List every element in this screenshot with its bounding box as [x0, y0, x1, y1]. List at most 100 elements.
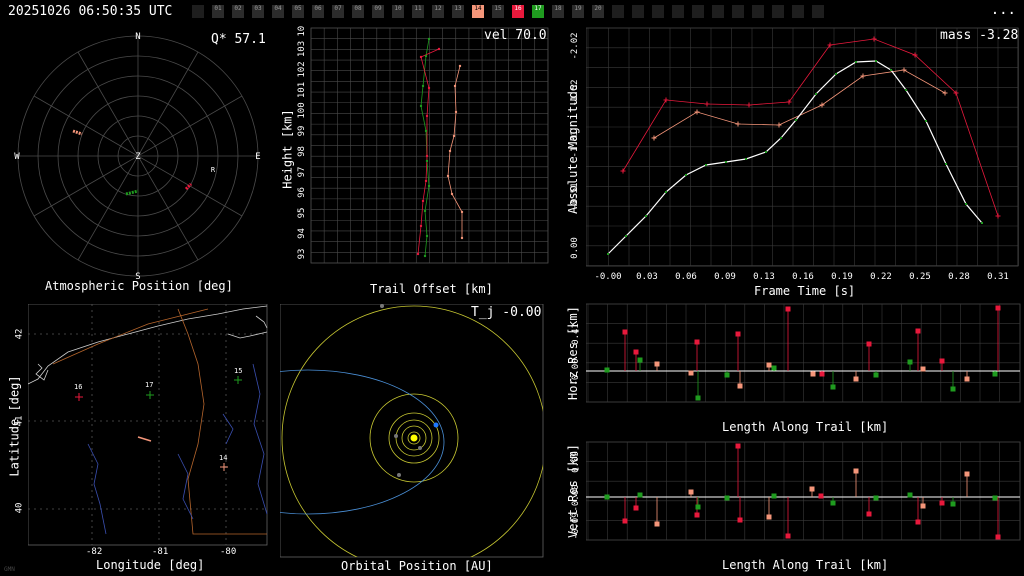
velocity-readout: vel 70.0 — [484, 28, 547, 43]
station-label-17: 17 — [145, 381, 153, 389]
residual-point — [853, 468, 859, 474]
residual-point — [939, 500, 945, 506]
station-markers — [75, 376, 242, 471]
height-offset-plot[interactable]: -9.0-6.0-3.00.03.06.09.0 939495969798991… — [290, 26, 552, 270]
mag-xtick: -0.00 — [594, 272, 621, 282]
map-ytick-2: 40 — [14, 502, 25, 514]
residual-point — [873, 495, 879, 501]
station-indicator-12[interactable]: 12 — [432, 5, 444, 18]
residual-point — [694, 339, 700, 345]
tisserand-readout: T_j -0.00 — [471, 305, 542, 320]
ground-map[interactable]: 16 17 15 14 — [28, 304, 268, 546]
height-ytick: 100 — [297, 102, 307, 118]
residual-point — [724, 372, 730, 378]
station-indicator-03[interactable]: 03 — [252, 5, 264, 18]
residual-point — [920, 503, 926, 509]
height-ytick: 96 — [297, 187, 307, 198]
station-indicator-slot-28[interactable] — [752, 5, 764, 18]
residual-point — [866, 341, 872, 347]
station-label-15: 15 — [234, 367, 242, 375]
station-indicator-14[interactable]: 14 — [472, 5, 484, 18]
residual-point — [830, 500, 836, 506]
mag-xtick: 0.09 — [714, 272, 736, 282]
station-indicator-04[interactable]: 04 — [272, 5, 284, 18]
residual-point — [853, 376, 859, 382]
station-indicator-19[interactable]: 19 — [572, 5, 584, 18]
residual-point — [735, 331, 741, 337]
residual-point — [766, 514, 772, 520]
residual-point — [920, 366, 926, 372]
mag-track-station-14 — [653, 69, 946, 139]
height-ytick: 93 — [297, 249, 307, 260]
rivers-blue — [87, 363, 268, 535]
station-indicator-10[interactable]: 10 — [392, 5, 404, 18]
residual-point — [810, 371, 816, 377]
mag-ytick: 0.00 — [570, 237, 580, 259]
residual-point — [622, 329, 628, 335]
station-indicator-11[interactable]: 11 — [412, 5, 424, 18]
residual-point — [830, 384, 836, 390]
station-indicator-slot-21[interactable] — [612, 5, 624, 18]
station-indicator-slot-0[interactable] — [192, 5, 204, 18]
residual-point — [654, 521, 660, 527]
track-station-14 — [72, 129, 83, 136]
station-indicator-16[interactable]: 16 — [512, 5, 524, 18]
station-indicator-slot-25[interactable] — [692, 5, 704, 18]
mag-xtick: 0.28 — [948, 272, 970, 282]
residual-point — [724, 495, 730, 501]
station-indicator-slot-22[interactable] — [632, 5, 644, 18]
station-label-16: 16 — [74, 383, 82, 391]
station-indicator-05[interactable]: 05 — [292, 5, 304, 18]
orbit-jupiter — [369, 393, 459, 483]
vert-ytick: -0.09 — [571, 512, 581, 539]
station-indicator-08[interactable]: 08 — [352, 5, 364, 18]
station-indicator-slot-26[interactable] — [712, 5, 724, 18]
q-star-readout: Q* 57.1 — [211, 32, 266, 47]
sun — [410, 434, 418, 442]
residual-point — [907, 492, 913, 498]
residual-point — [604, 367, 610, 373]
station-indicator-slot-30[interactable] — [792, 5, 804, 18]
borders-orange — [52, 308, 267, 535]
station-indicator-17[interactable]: 17 — [532, 5, 544, 18]
vertical-residual-plot[interactable]: -02468101215171921 — [586, 440, 1022, 546]
planet-marker — [418, 446, 422, 450]
atmospheric-position-plot[interactable]: N S E W Z R — [10, 28, 268, 286]
residual-point — [622, 518, 628, 524]
station-indicator-18[interactable]: 18 — [552, 5, 564, 18]
station-indicator-slot-24[interactable] — [672, 5, 684, 18]
vert-yticks: 0.09 -0.00-0.09 — [571, 451, 581, 539]
residual-point — [654, 361, 660, 367]
mag-xtick: 0.16 — [792, 272, 814, 282]
residual-point — [809, 486, 815, 492]
mag-fit-curve — [607, 60, 983, 255]
station-indicator-20[interactable]: 20 — [592, 5, 604, 18]
station-indicator-09[interactable]: 09 — [372, 5, 384, 18]
residual-point — [771, 365, 777, 371]
residual-point — [818, 493, 824, 499]
orbit-plot[interactable] — [280, 304, 544, 558]
station-indicator-06[interactable]: 06 — [312, 5, 324, 18]
station-indicator-slot-31[interactable] — [812, 5, 824, 18]
station-indicator-slot-27[interactable] — [732, 5, 744, 18]
mass-readout: mass -3.28 — [940, 28, 1019, 43]
height-xlabel: Trail Offset [km] — [370, 282, 493, 296]
station-indicator-07[interactable]: 07 — [332, 5, 344, 18]
station-indicator-15[interactable]: 15 — [492, 5, 504, 18]
menu-button[interactable]: ... — [990, 2, 1016, 18]
residual-point — [694, 512, 700, 518]
station-indicator-01[interactable]: 01 — [212, 5, 224, 18]
magnitude-plot[interactable] — [586, 26, 1020, 272]
residual-point — [992, 495, 998, 501]
station-indicator-slot-29[interactable] — [772, 5, 784, 18]
horizontal-residual-plot[interactable]: -02468101215171921 — [586, 302, 1022, 408]
orbit-xlabel: Orbital Position [AU] — [341, 559, 493, 573]
residual-point — [950, 386, 956, 392]
dir-s: S — [135, 272, 140, 282]
station-indicator-02[interactable]: 02 — [232, 5, 244, 18]
mag-xtick: 0.22 — [870, 272, 892, 282]
atmospheric-title: Atmospheric Position [deg] — [45, 279, 233, 293]
height-ytick: 97 — [297, 167, 307, 178]
station-indicator-13[interactable]: 13 — [452, 5, 464, 18]
station-indicator-slot-23[interactable] — [652, 5, 664, 18]
